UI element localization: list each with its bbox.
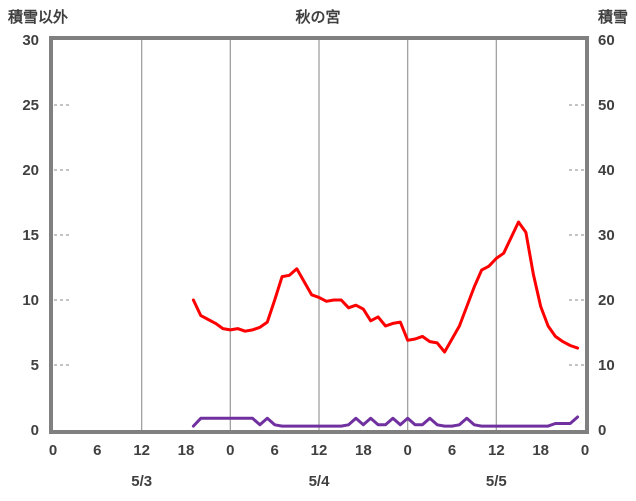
plot-frame (49, 36, 589, 434)
left-axis-title: 積雪以外 (8, 9, 69, 26)
right-axis-title: 積雪 (597, 9, 628, 26)
x-axis-tick-label: 0 (403, 442, 411, 459)
x-axis-tick-label: 6 (93, 442, 101, 459)
right-axis-tick-label: 60 (598, 32, 615, 49)
x-axis-tick-label: 18 (178, 442, 195, 459)
x-axis-tick-label: 6 (270, 442, 278, 459)
left-axis-tick-label: 0 (31, 422, 39, 439)
right-axis-tick-label: 40 (598, 162, 615, 179)
left-axis-tick-label: 5 (31, 357, 39, 374)
date-label: 5/5 (486, 473, 507, 490)
left-axis-tick-label: 25 (22, 97, 39, 114)
right-axis-tick-label: 30 (598, 227, 615, 244)
right-axis-tick-label: 20 (598, 292, 615, 309)
right-axis-tick-label: 0 (598, 422, 606, 439)
x-axis-tick-label: 12 (311, 442, 328, 459)
x-axis-tick-label: 0 (226, 442, 234, 459)
x-axis-tick-label: 12 (133, 442, 150, 459)
left-axis-tick-label: 15 (22, 227, 39, 244)
left-axis-tick-label: 20 (22, 162, 39, 179)
right-axis-tick-label: 50 (598, 97, 615, 114)
series-line-right (191, 415, 580, 428)
x-axis-tick-label: 0 (49, 442, 57, 459)
left-axis-tick-label: 10 (22, 292, 39, 309)
x-axis-tick-label: 6 (448, 442, 456, 459)
right-axis-tick-label: 10 (598, 357, 615, 374)
x-axis-tick-label: 18 (355, 442, 372, 459)
chart-title: 秋の宮 (295, 9, 341, 26)
date-label: 5/3 (131, 473, 152, 490)
x-axis-tick-label: 18 (532, 442, 549, 459)
x-axis-tick-label: 12 (488, 442, 505, 459)
series-line-left (191, 220, 580, 354)
x-axis-tick-label: 0 (581, 442, 589, 459)
date-label: 5/4 (309, 473, 331, 490)
left-axis-tick-label: 30 (22, 32, 39, 49)
